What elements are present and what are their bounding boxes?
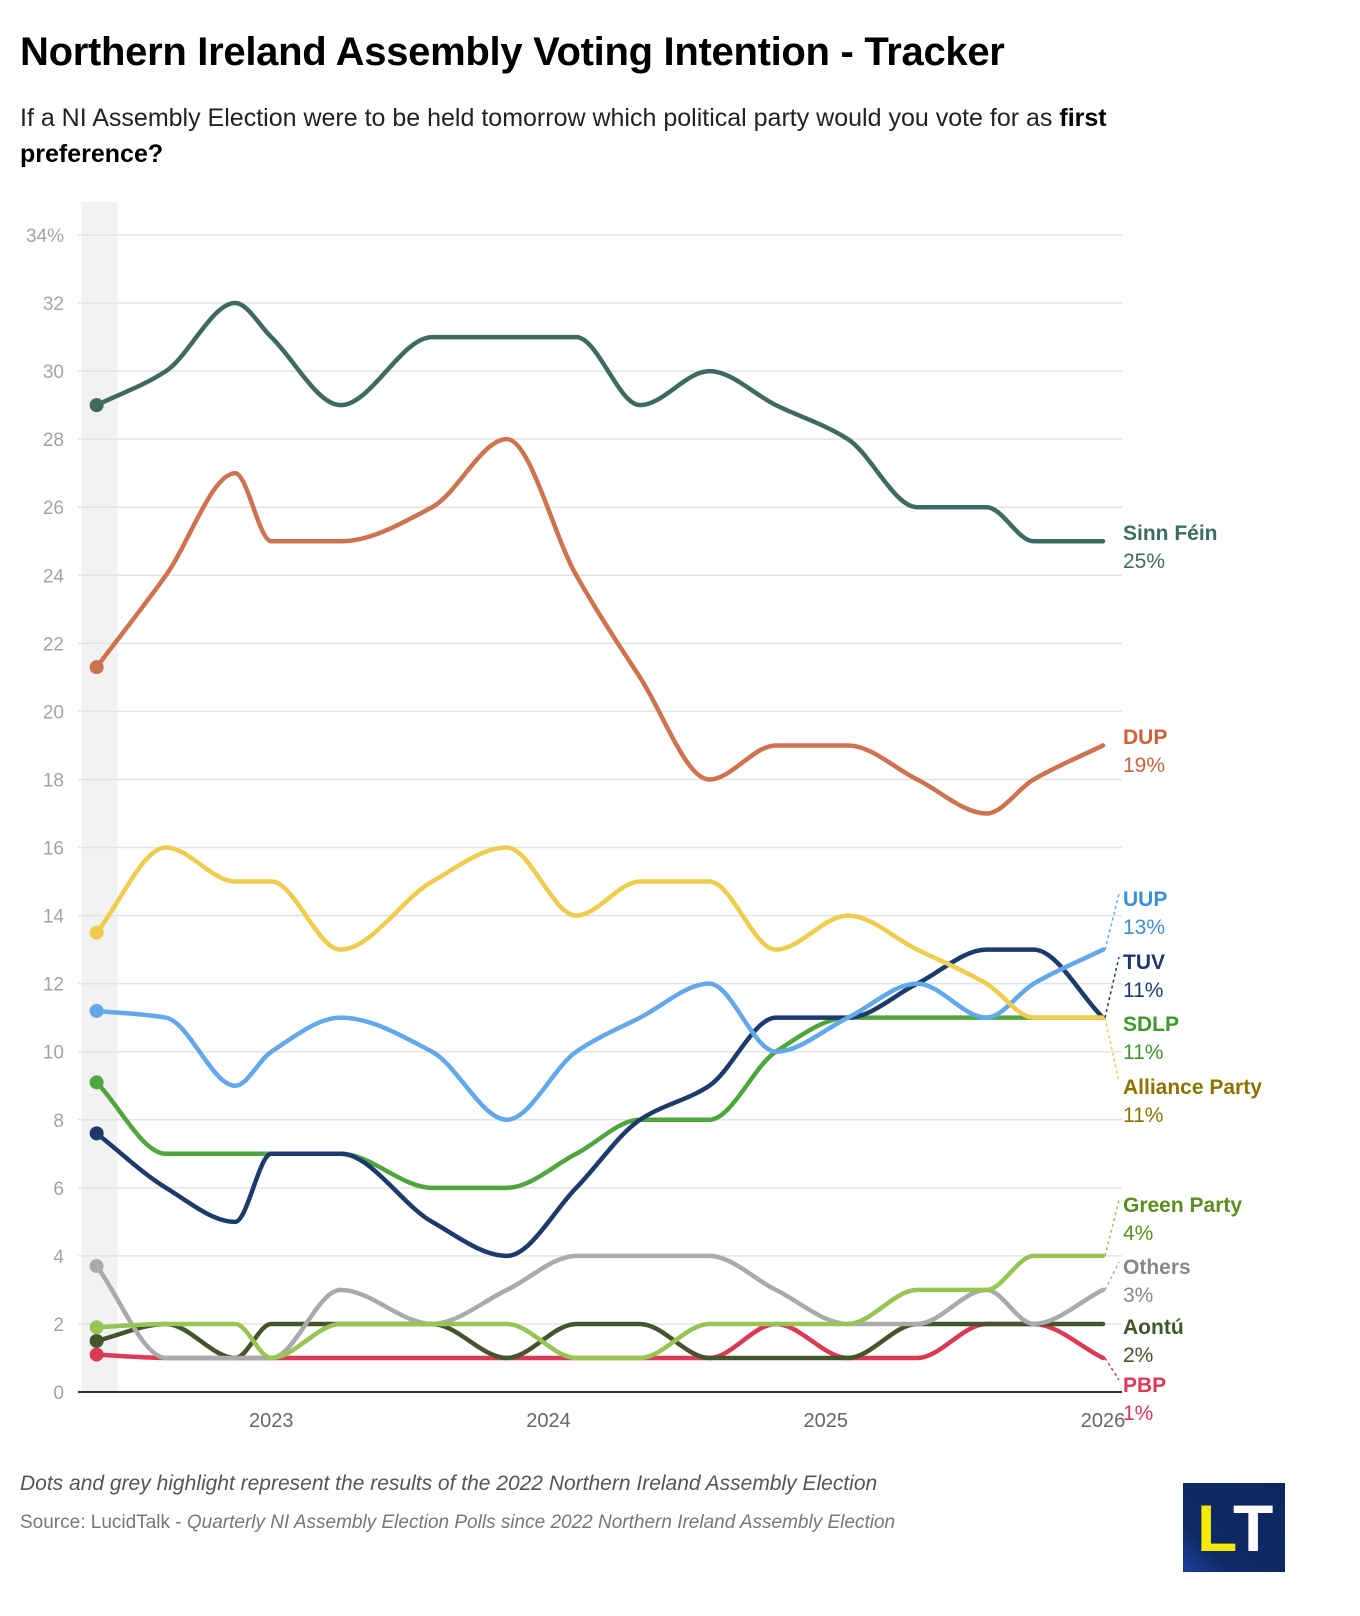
y-tick-label: 4 <box>53 1247 64 1268</box>
chart-subtitle: If a NI Assembly Election were to be hel… <box>20 100 1180 172</box>
y-tick-label: 24 <box>43 566 65 587</box>
y-tick-label: 22 <box>43 634 64 655</box>
election-dot-dup <box>89 660 104 675</box>
y-tick-label: 30 <box>43 362 64 383</box>
x-tick-label: 2024 <box>526 1410 571 1432</box>
series-line-sdlp <box>94 1015 1106 1191</box>
y-tick-label: 12 <box>43 975 64 996</box>
source-credit: Source: LucidTalk - Quarterly NI Assembl… <box>20 1512 895 1534</box>
x-tick-label: 2026 <box>1081 1410 1126 1432</box>
y-tick-label: 32 <box>43 294 64 315</box>
end-label-name-others: Others <box>1123 1256 1191 1279</box>
end-label-value-sdlp: 11% <box>1123 1041 1163 1064</box>
election-dot-aont- <box>89 1333 104 1348</box>
series-line-green-party <box>94 1253 1106 1361</box>
logo-letter-t: T <box>1233 1491 1274 1565</box>
leader-line-others <box>1104 1261 1120 1291</box>
y-tick-label: 26 <box>43 498 64 519</box>
y-tick-label: 8 <box>53 1111 64 1132</box>
election-highlight-band <box>81 202 118 1392</box>
leader-line-green-party <box>1104 1199 1120 1257</box>
election-dot-tuv <box>89 1126 104 1141</box>
y-tick-label: 16 <box>43 839 64 860</box>
source-prefix: Source: LucidTalk - <box>20 1512 187 1533</box>
election-dot-uup <box>89 1003 104 1018</box>
source-description: Quarterly NI Assembly Election Polls sin… <box>186 1512 896 1533</box>
y-tick-label: 2 <box>53 1315 64 1336</box>
end-label-value-uup: 13% <box>1123 916 1165 939</box>
leader-line-tuv <box>1104 956 1120 1018</box>
leader-line-uup <box>1104 893 1120 950</box>
end-label-name-sdlp: SDLP <box>1123 1013 1179 1036</box>
series-line-dup <box>94 436 1106 816</box>
logo-letter-l: L <box>1197 1491 1238 1565</box>
end-label-name-alliance-party: Alliance Party <box>1123 1076 1262 1099</box>
subtitle-bold-text: first preference? <box>20 104 1107 168</box>
end-label-value-sinn-f-in: 25% <box>1123 550 1165 573</box>
chart-title: Northern Ireland Assembly Voting Intenti… <box>20 30 1005 74</box>
y-tick-label: 6 <box>53 1179 64 1200</box>
end-label-value-dup: 19% <box>1123 754 1165 777</box>
end-label-value-others: 3% <box>1123 1284 1153 1307</box>
series-line-others <box>94 1253 1106 1361</box>
y-tick-label: 18 <box>43 770 64 791</box>
election-dot-sinn-f-in <box>89 398 104 413</box>
gridlines <box>78 234 1122 1393</box>
y-tick-label: 34% <box>26 226 64 247</box>
x-axis-ticks: 2023 2024 2025 2026 <box>249 1410 1125 1432</box>
x-tick-label: 2025 <box>804 1410 849 1432</box>
end-label-value-green-party: 4% <box>1123 1222 1153 1245</box>
end-label-name-aont-: Aontú <box>1123 1316 1184 1339</box>
y-tick-label: 10 <box>43 1043 64 1064</box>
election-dot-green-party <box>89 1320 104 1335</box>
end-labels: Sinn Féin 25% DUP 19% Alliance Party 11% UUP 13… <box>1104 522 1262 1425</box>
election-dot-sdlp <box>89 1075 104 1090</box>
end-label-name-tuv: TUV <box>1123 951 1165 974</box>
end-label-name-uup: UUP <box>1123 888 1167 911</box>
election-dot-alliance-party <box>89 925 104 940</box>
footnote: Dots and grey highlight represent the re… <box>20 1472 878 1495</box>
end-label-value-pbp: 1% <box>1123 1402 1153 1425</box>
election-dot-others <box>89 1259 104 1274</box>
leader-line-alliance-party <box>1104 1017 1120 1083</box>
series-lines <box>89 300 1106 1362</box>
y-tick-label: 28 <box>43 430 64 451</box>
series-line-pbp <box>94 1321 1106 1361</box>
y-tick-label: 0 <box>53 1383 64 1404</box>
series-line-tuv <box>94 947 1106 1259</box>
series-line-alliance-party <box>94 845 1106 1020</box>
end-label-name-pbp: PBP <box>1123 1374 1166 1397</box>
end-label-name-sinn-f-in: Sinn Féin <box>1123 522 1218 545</box>
election-dot-pbp <box>89 1347 104 1362</box>
y-tick-label: 14 <box>43 907 65 928</box>
y-tick-label: 20 <box>43 702 64 723</box>
end-label-name-dup: DUP <box>1123 726 1167 749</box>
leader-line-pbp <box>1104 1357 1120 1381</box>
election-highlight-rect <box>81 202 118 1392</box>
series-line-sinn-f-in <box>94 300 1106 544</box>
subtitle-text: If a NI Assembly Election were to be hel… <box>20 104 1060 132</box>
end-label-value-alliance-party: 11% <box>1123 1104 1163 1127</box>
end-label-value-tuv: 11% <box>1123 979 1163 1002</box>
end-label-value-aont-: 2% <box>1123 1344 1153 1367</box>
x-tick-label: 2023 <box>249 1410 294 1432</box>
series-line-uup <box>94 947 1106 1123</box>
end-label-name-green-party: Green Party <box>1123 1194 1242 1217</box>
